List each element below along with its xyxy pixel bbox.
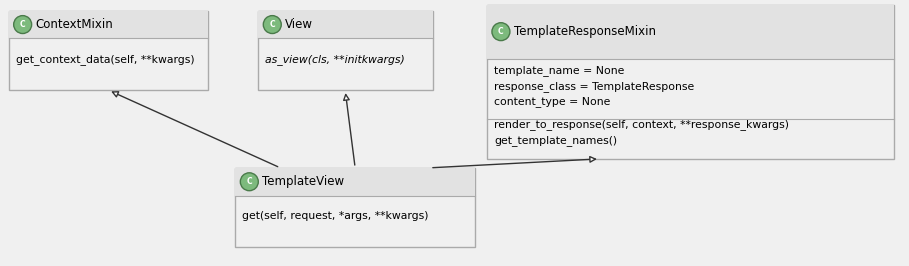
- Text: TemplateResponseMixin: TemplateResponseMixin: [514, 25, 656, 38]
- Circle shape: [492, 23, 510, 41]
- Text: as_view(cls, **initkwargs): as_view(cls, **initkwargs): [265, 54, 405, 65]
- Text: content_type = None: content_type = None: [494, 96, 610, 107]
- Text: get(self, request, *args, **kwargs): get(self, request, *args, **kwargs): [243, 211, 429, 221]
- Bar: [9, 11, 208, 90]
- Text: template_name = None: template_name = None: [494, 65, 624, 76]
- Circle shape: [240, 173, 258, 191]
- Bar: [9, 11, 208, 39]
- Text: C: C: [20, 20, 25, 29]
- Text: View: View: [285, 18, 314, 31]
- Circle shape: [14, 16, 32, 34]
- Bar: [258, 11, 433, 39]
- Text: C: C: [498, 27, 504, 36]
- Text: render_to_response(self, context, **response_kwargs): render_to_response(self, context, **resp…: [494, 119, 789, 130]
- Text: ContextMixin: ContextMixin: [35, 18, 114, 31]
- Bar: [487, 5, 894, 159]
- Text: get_context_data(self, **kwargs): get_context_data(self, **kwargs): [15, 54, 195, 65]
- Text: get_template_names(): get_template_names(): [494, 135, 617, 146]
- Bar: [235, 168, 475, 196]
- Text: C: C: [246, 177, 252, 186]
- Bar: [235, 168, 475, 247]
- Text: TemplateView: TemplateView: [263, 175, 345, 188]
- Bar: [487, 5, 894, 59]
- Circle shape: [264, 16, 281, 34]
- Text: response_class = TemplateResponse: response_class = TemplateResponse: [494, 81, 694, 92]
- Bar: [258, 11, 433, 90]
- Text: C: C: [269, 20, 275, 29]
